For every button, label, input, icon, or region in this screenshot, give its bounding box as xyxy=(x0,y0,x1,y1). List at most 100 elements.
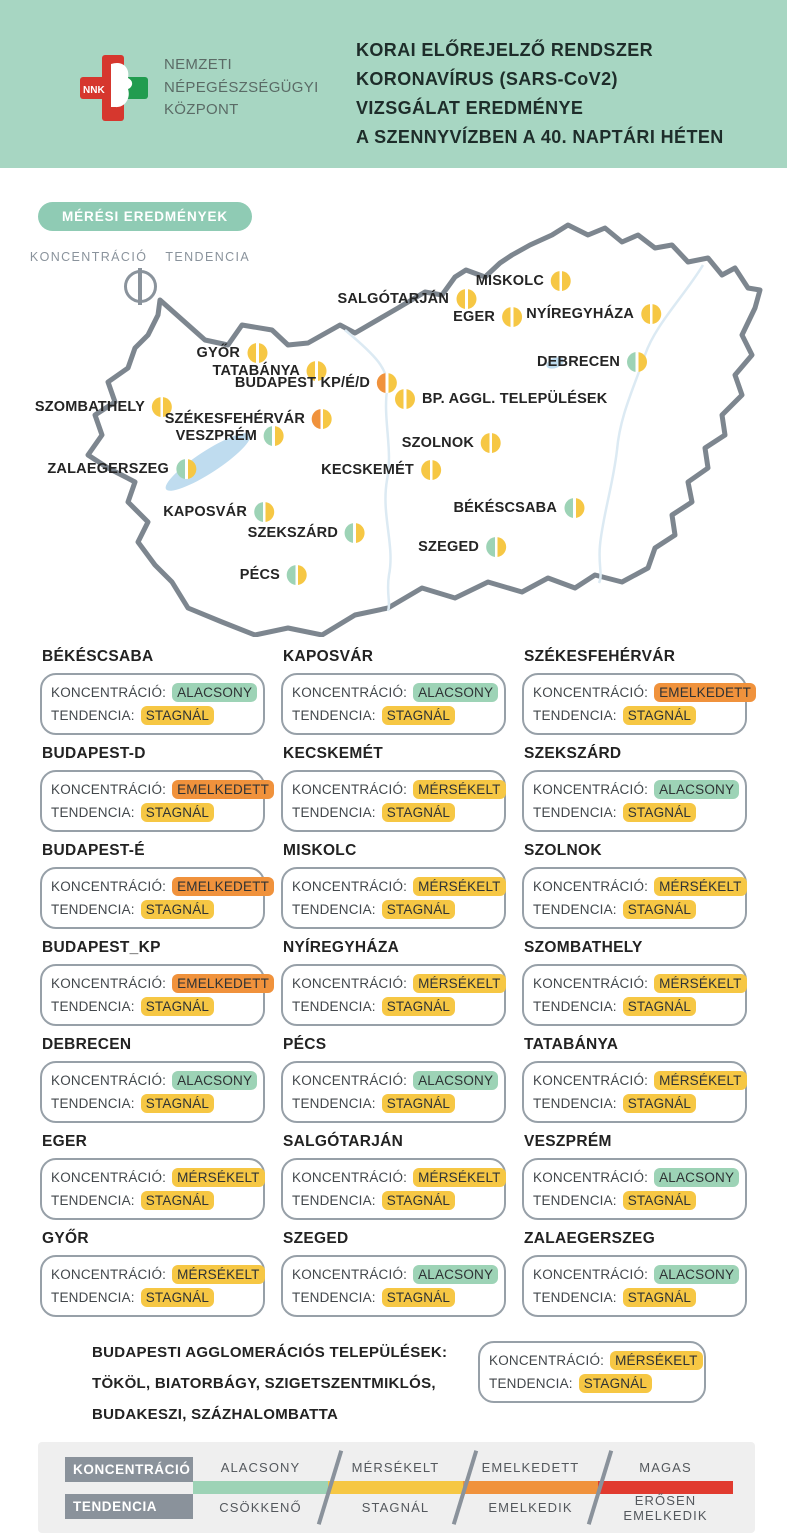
result-card-value: STAGNÁL xyxy=(622,997,697,1016)
city-card-name: SZOMBATHELY xyxy=(524,939,643,956)
result-card-value: STAGNÁL xyxy=(140,706,215,725)
result-card-label: TENDENCIA: xyxy=(533,902,621,917)
city-result-card: SZOMBATHELY KONCENTRÁCIÓ: MÉRSÉKELT TENDEN… xyxy=(522,939,747,1026)
result-card-label: KONCENTRÁCIÓ: xyxy=(292,685,412,700)
result-card-box: KONCENTRÁCIÓ: ALACSONY TENDENCIA: STAGNÁL xyxy=(522,1158,747,1220)
city-card-name: BUDAPEST-D xyxy=(42,745,146,762)
city-card-name: PÉCS xyxy=(283,1036,327,1053)
result-card-label: KONCENTRÁCIÓ: xyxy=(533,976,653,991)
result-card-value: MÉRSÉKELT xyxy=(413,877,506,896)
result-card-line: KONCENTRÁCIÓ: EMELKEDETT xyxy=(51,877,275,896)
result-card-label: TENDENCIA: xyxy=(292,902,380,917)
result-card-line: TENDENCIA: STAGNÁL xyxy=(292,706,495,725)
map-city: SZEGED xyxy=(418,537,506,557)
city-status-marker-icon xyxy=(247,343,267,363)
result-card-line: TENDENCIA: STAGNÁL xyxy=(292,803,495,822)
map-city: ZALAEGERSZEG xyxy=(47,459,196,479)
result-card-box: KONCENTRÁCIÓ: MÉRSÉKELT TENDENCIA: STAGNÁ… xyxy=(281,964,506,1026)
hungary-map xyxy=(85,222,763,637)
city-status-marker-icon xyxy=(486,537,506,557)
map-city-label: DEBRECEN xyxy=(537,354,620,370)
result-card-line: TENDENCIA: STAGNÁL xyxy=(533,900,736,919)
map-city-label: SZOMBATHELY xyxy=(34,399,145,415)
map-city-label: NYÍREGYHÁZA xyxy=(526,306,634,322)
nnk-logo-icon: NNK xyxy=(80,55,148,121)
legend-item: ALACSONY xyxy=(220,1460,301,1475)
result-card-value: STAGNÁL xyxy=(381,706,456,725)
agglomeration-text: BUDAPESTI AGGLOMERÁCIÓS TELEPÜLÉSEK: TÖK… xyxy=(92,1338,447,1430)
result-card-line: TENDENCIA: STAGNÁL xyxy=(51,900,254,919)
result-card-label: TENDENCIA: xyxy=(533,1193,621,1208)
result-card-value: ALACSONY xyxy=(654,780,740,799)
result-card-value: STAGNÁL xyxy=(140,900,215,919)
result-card-value: STAGNÁL xyxy=(381,803,456,822)
map-city-label: MISKOLC xyxy=(475,273,544,289)
result-card-line: TENDENCIA: STAGNÁL xyxy=(292,1288,495,1307)
result-card-label: KONCENTRÁCIÓ: xyxy=(533,685,653,700)
result-card-value: ALACSONY xyxy=(413,1265,499,1284)
result-card-box: KONCENTRÁCIÓ: MÉRSÉKELT TENDENCIA: STAGNÁ… xyxy=(522,1061,747,1123)
map-city-label: KECSKEMÉT xyxy=(321,462,414,478)
result-card-value: STAGNÁL xyxy=(622,803,697,822)
result-card-box: KONCENTRÁCIÓ: MÉRSÉKELT TENDENCIA: STAGNÁ… xyxy=(281,770,506,832)
map-city: SZÉKESFEHÉRVÁR xyxy=(165,409,332,429)
result-card-box: KONCENTRÁCIÓ: MÉRSÉKELT TENDENCIA: STAGNÁ… xyxy=(281,1158,506,1220)
legend-bar-segment xyxy=(328,1481,463,1494)
map-city: BUDAPEST KP/É/D xyxy=(235,373,397,393)
title-line: KORAI ELŐREJELZŐ RENDSZER xyxy=(356,40,654,60)
marker-key: KONCENTRÁCIÓ TENDENCIA xyxy=(30,249,249,305)
result-card-label: KONCENTRÁCIÓ: xyxy=(533,782,653,797)
city-result-card: SZEKSZÁRD KONCENTRÁCIÓ: ALACSONY TENDENCIA… xyxy=(522,745,747,832)
result-card-line: KONCENTRÁCIÓ: MÉRSÉKELT xyxy=(292,974,506,993)
result-card-line: TENDENCIA: STAGNÁL xyxy=(51,1094,254,1113)
result-card-value: ALACSONY xyxy=(172,1071,258,1090)
result-card-box: KONCENTRÁCIÓ: MÉRSÉKELT TENDENCIA: STAGNÁ… xyxy=(522,867,747,929)
result-card-line: TENDENCIA: STAGNÁL xyxy=(489,1374,695,1393)
city-card-name: NYÍREGYHÁZA xyxy=(283,939,400,956)
result-card-label: KONCENTRÁCIÓ: xyxy=(51,1170,171,1185)
result-card-value: ALACSONY xyxy=(654,1168,740,1187)
page-title: KORAI ELŐREJELZŐ RENDSZER KORONAVÍRUS (S… xyxy=(356,36,776,153)
city-result-card: BÉKÉSCSABA KONCENTRÁCIÓ: ALACSONY TENDENCI… xyxy=(40,648,265,735)
city-result-card: SZEGED KONCENTRÁCIÓ: ALACSONY TENDENCIA: S… xyxy=(281,1230,506,1317)
result-card-value: MÉRSÉKELT xyxy=(172,1168,265,1187)
city-status-marker-icon xyxy=(481,433,501,453)
city-card-name: ZALAEGERSZEG xyxy=(524,1230,656,1247)
map-city: VESZPRÉM xyxy=(176,426,284,446)
result-card-line: TENDENCIA: STAGNÁL xyxy=(533,1288,736,1307)
map-city-label: SZEGED xyxy=(418,539,479,555)
map-city: KECSKEMÉT xyxy=(321,460,441,480)
key-concentration-label: KONCENTRÁCIÓ xyxy=(29,249,148,264)
result-card-box: KONCENTRÁCIÓ: MÉRSÉKELT TENDENCIA: STAGNÁ… xyxy=(281,867,506,929)
result-card-value: STAGNÁL xyxy=(622,706,697,725)
map-city: SZEKSZÁRD xyxy=(248,523,365,543)
result-card-label: TENDENCIA: xyxy=(51,902,139,917)
result-card-value: MÉRSÉKELT xyxy=(654,877,747,896)
city-card-name: SZOLNOK xyxy=(524,842,602,859)
result-card-label: TENDENCIA: xyxy=(51,1193,139,1208)
result-card-line: TENDENCIA: STAGNÁL xyxy=(51,1191,254,1210)
result-card-line: KONCENTRÁCIÓ: EMELKEDETT xyxy=(51,974,275,993)
result-card-value: STAGNÁL xyxy=(622,1191,697,1210)
legend-color-bar xyxy=(193,1481,733,1494)
map-city-label: TATABÁNYA xyxy=(212,363,300,379)
result-card-line: KONCENTRÁCIÓ: ALACSONY xyxy=(292,1071,499,1090)
result-card-value: STAGNÁL xyxy=(381,900,456,919)
result-card-box: KONCENTRÁCIÓ: ALACSONY TENDENCIA: STAGNÁL xyxy=(522,1255,747,1317)
city-result-card: ZALAEGERSZEG KONCENTRÁCIÓ: ALACSONY TENDEN… xyxy=(522,1230,747,1317)
city-status-marker-icon xyxy=(551,271,571,291)
city-result-card: NYÍREGYHÁZA KONCENTRÁCIÓ: MÉRSÉKELT TENDEN… xyxy=(281,939,506,1026)
result-card-line: TENDENCIA: STAGNÁL xyxy=(533,706,736,725)
city-result-card: SZÉKESFEHÉRVÁR KONCENTRÁCIÓ: EMELKEDETT TE… xyxy=(522,648,757,735)
map-city-label: SALGÓTARJÁN xyxy=(337,291,449,307)
result-card-line: TENDENCIA: STAGNÁL xyxy=(533,997,736,1016)
city-card-name: BUDAPEST-É xyxy=(42,842,145,859)
city-status-marker-icon xyxy=(264,426,284,446)
result-card-value: STAGNÁL xyxy=(622,1288,697,1307)
result-card-box: KONCENTRÁCIÓ: MÉRSÉKELT TENDENCIA: STAGNÁ… xyxy=(522,964,747,1026)
result-card-value: ALACSONY xyxy=(172,683,258,702)
result-card-value: STAGNÁL xyxy=(140,803,215,822)
nnk-abbr-text: NNK xyxy=(83,85,105,96)
result-card-value: STAGNÁL xyxy=(381,1288,456,1307)
result-card-line: KONCENTRÁCIÓ: MÉRSÉKELT xyxy=(533,974,747,993)
